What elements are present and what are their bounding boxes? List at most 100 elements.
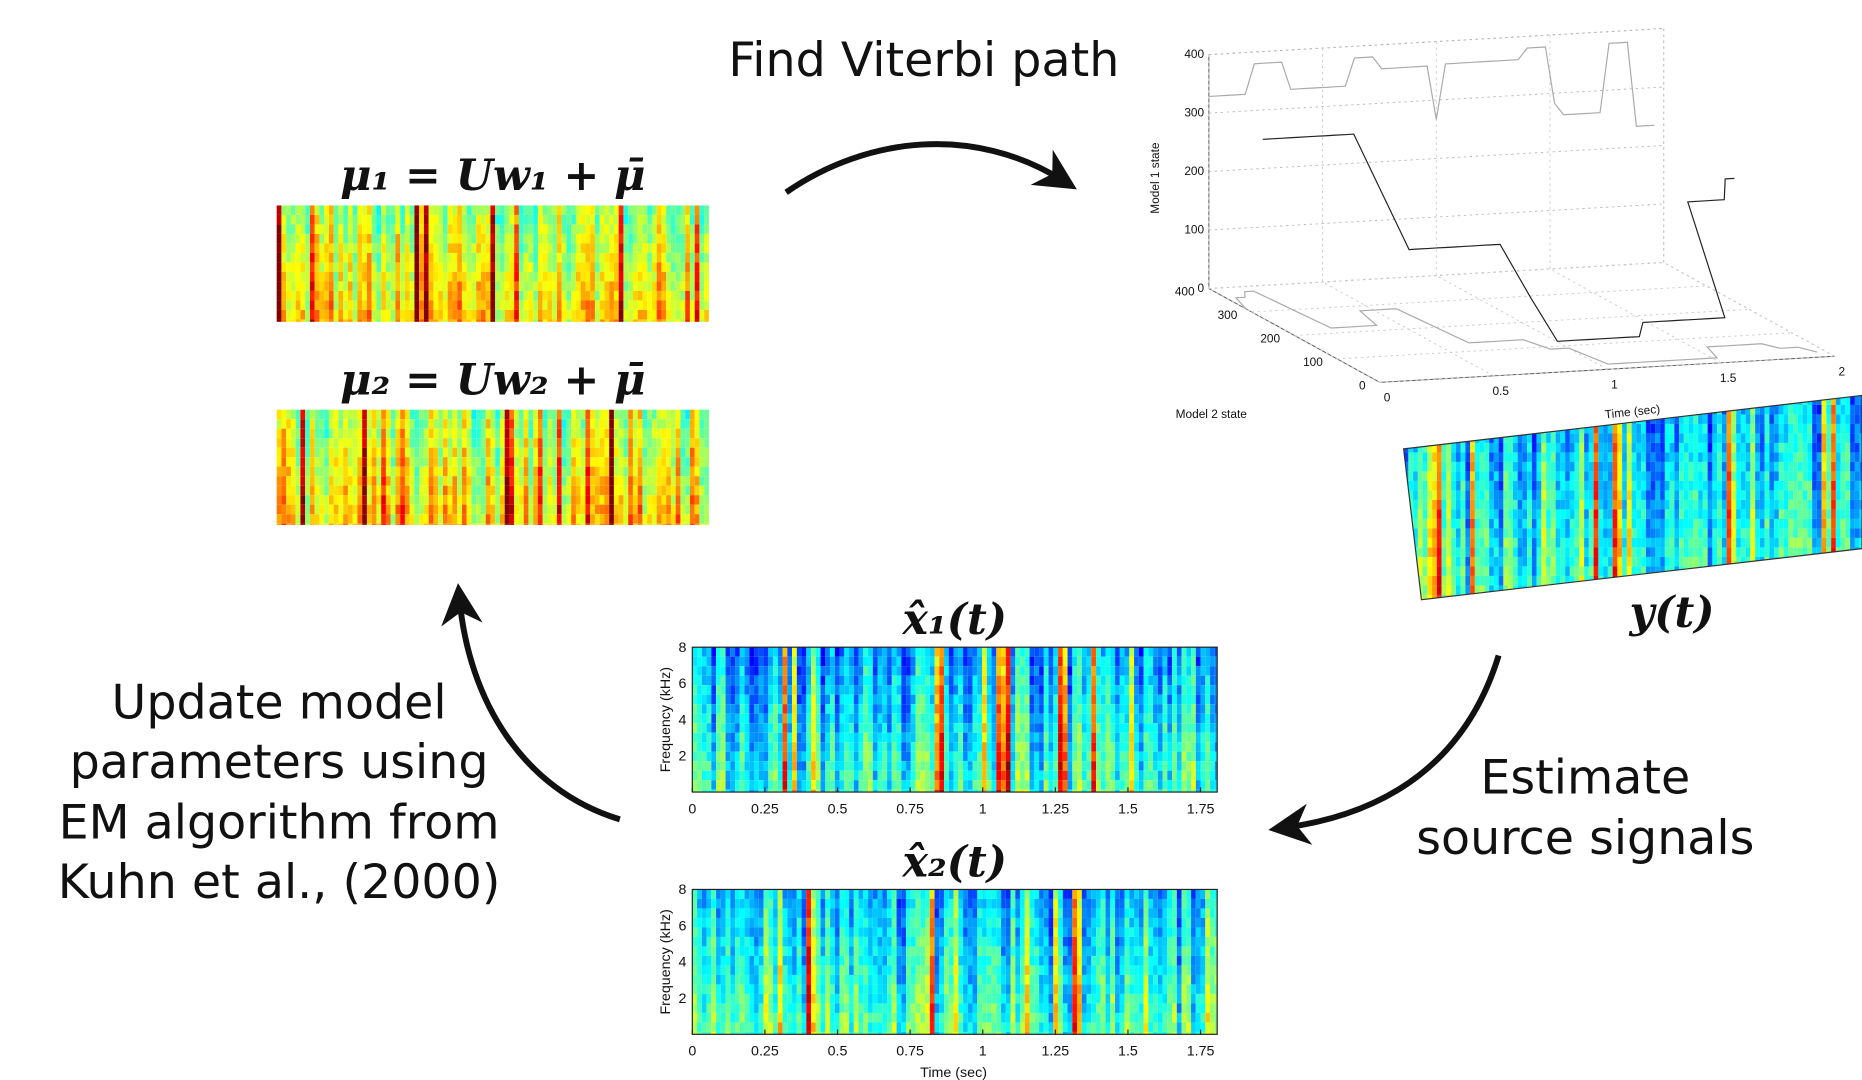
spectrogram-cell [1049,714,1054,724]
spectrogram-cell [830,918,835,928]
spectrogram-cell [486,419,491,429]
spectrogram-cell [816,761,821,771]
spectrogram-cell [424,419,429,429]
spectrogram-cell [291,224,296,234]
spectrogram-cell [281,486,286,496]
spectrogram-cell [585,319,590,321]
spectrogram-cell [680,215,685,225]
spectrogram-cell [764,975,769,985]
spectrogram-cell [806,771,811,781]
spectrogram-cell [600,438,605,448]
spectrogram-cell [906,1003,911,1013]
spectrogram-cell [1144,742,1149,752]
spectrogram-cell [859,899,864,909]
spectrogram-cell [680,429,685,439]
spectrogram-cell [863,695,868,705]
spectrogram-cell [840,965,845,975]
spectrogram-cell [277,319,282,321]
spectrogram-cell [704,262,709,272]
spectrogram-cell [835,647,840,657]
spectrogram-cell [1039,695,1044,705]
spectrogram-cell [1120,714,1125,724]
spectrogram-cell [849,994,854,1004]
spectrogram-cell [642,514,647,524]
spectrogram-cell [911,647,916,657]
spectrogram-cell [859,771,864,781]
spectrogram-cell [424,505,429,515]
spectrogram-cell [835,666,840,676]
spectrogram-cell [759,752,764,762]
spectrogram-cell [391,205,396,215]
spectrogram-cell [711,899,716,909]
spectrogram-cell [759,685,764,695]
spectrogram-cell [721,956,726,966]
spectrogram-cell [471,514,476,524]
spectrogram-cell [740,899,745,909]
spectrogram-cell [802,889,807,899]
spectrogram-cell [726,666,731,676]
spectrogram-cell [1015,676,1020,686]
spectrogram-cell [825,742,830,752]
spectrogram-cell [1153,771,1158,781]
spectrogram-cell [773,695,778,705]
spectrogram-cell [792,965,797,975]
spectrogram-cell [438,215,443,225]
spectrogram-cell [362,486,367,496]
spectrogram-cell [973,647,978,657]
spectrogram-cell [277,224,282,234]
spectrogram-cell [647,524,652,525]
spectrogram-cell [787,1022,792,1032]
spectrogram-cell [749,657,754,667]
spectrogram-cell [759,984,764,994]
spectrogram-cell [604,467,609,477]
spectrogram-cell [1101,780,1106,790]
spectrogram-cell [528,438,533,448]
spectrogram-cell [281,281,286,291]
spectrogram-cell [778,752,783,762]
spectrogram-cell [797,714,802,724]
spectrogram-cell [844,666,849,676]
spectrogram-cell [1072,780,1077,790]
spectrogram-cell [410,234,415,244]
spectrogram-cell [759,956,764,966]
spectrogram-cell [977,666,982,676]
equation: μ₂ = Uw₂ + μ̄ [340,355,645,405]
spectrogram-cell [740,1022,745,1032]
spectrogram-cell [1058,685,1063,695]
spectrogram-cell [357,272,362,282]
spectrogram-cell [338,281,343,291]
spectrogram-cell [854,1013,859,1023]
spectrogram-cell [443,310,448,320]
spectrogram-cell [305,514,310,524]
spectrogram-cell [448,300,453,310]
spectrogram-cell [324,514,329,524]
spectrogram-cell [562,205,567,215]
spectrogram-cell [600,243,605,253]
spectrogram-cell [505,281,510,291]
spectrogram-cell [277,514,282,524]
spectrogram-cell [315,495,320,505]
spectrogram-cell [704,429,709,439]
spectrogram-cell [1077,704,1082,714]
spectrogram-cell [315,272,320,282]
spectrogram-cell [954,657,959,667]
spectrogram-cell [1034,723,1039,733]
spectrogram-cell [806,908,811,918]
spectrogram-cell [334,262,339,272]
spectrogram-cell [1011,704,1016,714]
spectrogram-cell [338,243,343,253]
spectrogram-cell [920,937,925,947]
spectrogram-cell [749,908,754,918]
spectrogram-cell [557,262,562,272]
spectrogram-cell [438,272,443,282]
spectrogram-cell [901,937,906,947]
spectrogram-cell [1068,752,1073,762]
spectrogram-cell [315,448,320,458]
spectrogram-cell [495,272,500,282]
spectrogram-cell [892,742,897,752]
spectrogram-cell [1182,761,1187,771]
spectrogram-cell [892,908,897,918]
spectrogram-cell [873,946,878,956]
spectrogram-cell [939,742,944,752]
spectrogram-cell [595,467,600,477]
